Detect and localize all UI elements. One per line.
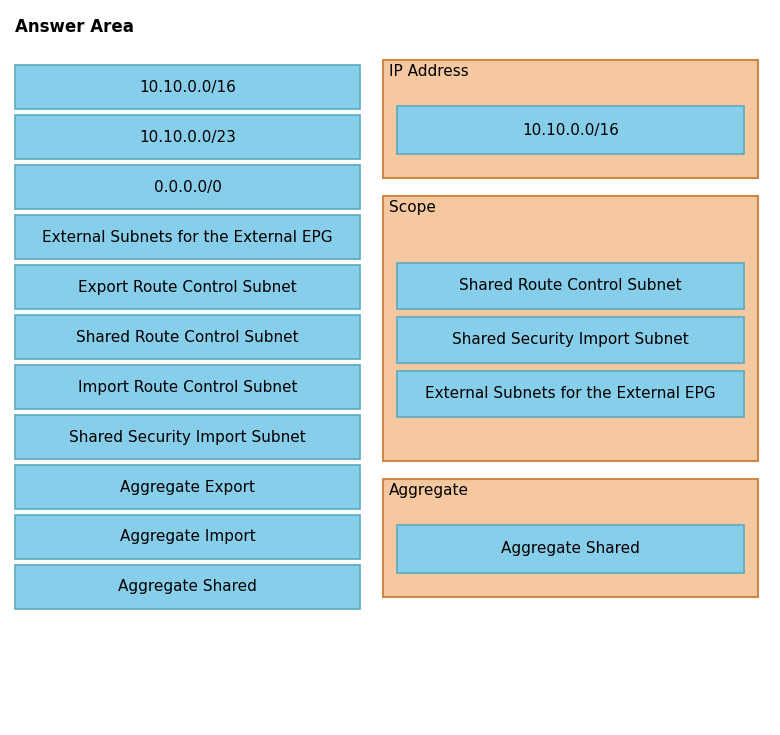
Text: Import Route Control Subnet: Import Route Control Subnet (78, 379, 297, 395)
FancyBboxPatch shape (15, 465, 360, 509)
Text: 10.10.0.0/23: 10.10.0.0/23 (139, 129, 236, 145)
Text: Shared Route Control Subnet: Shared Route Control Subnet (459, 278, 682, 293)
Text: Aggregate Import: Aggregate Import (119, 529, 255, 545)
FancyBboxPatch shape (15, 215, 360, 259)
FancyBboxPatch shape (15, 415, 360, 459)
Text: Aggregate Shared: Aggregate Shared (118, 579, 257, 595)
FancyBboxPatch shape (15, 165, 360, 209)
FancyBboxPatch shape (15, 65, 360, 109)
FancyBboxPatch shape (397, 106, 744, 154)
FancyBboxPatch shape (397, 525, 744, 573)
FancyBboxPatch shape (397, 370, 744, 417)
Text: External Subnets for the External EPG: External Subnets for the External EPG (425, 386, 716, 401)
Text: Shared Security Import Subnet: Shared Security Import Subnet (69, 429, 306, 445)
Text: 10.10.0.0/16: 10.10.0.0/16 (522, 123, 619, 137)
FancyBboxPatch shape (383, 479, 758, 597)
Text: Export Route Control Subnet: Export Route Control Subnet (78, 279, 297, 295)
FancyBboxPatch shape (15, 115, 360, 159)
Text: 0.0.0.0/0: 0.0.0.0/0 (154, 179, 222, 195)
FancyBboxPatch shape (383, 60, 758, 178)
FancyBboxPatch shape (15, 515, 360, 559)
FancyBboxPatch shape (397, 262, 744, 309)
FancyBboxPatch shape (15, 365, 360, 409)
Text: Aggregate Shared: Aggregate Shared (501, 542, 640, 556)
FancyBboxPatch shape (397, 317, 744, 362)
FancyBboxPatch shape (15, 315, 360, 359)
Text: Answer Area: Answer Area (15, 18, 134, 36)
Text: Shared Route Control Subnet: Shared Route Control Subnet (76, 329, 299, 345)
Text: 10.10.0.0/16: 10.10.0.0/16 (139, 79, 236, 95)
Text: Scope: Scope (389, 200, 436, 215)
FancyBboxPatch shape (383, 196, 758, 461)
Text: IP Address: IP Address (389, 64, 469, 79)
FancyBboxPatch shape (15, 265, 360, 309)
Text: External Subnets for the External EPG: External Subnets for the External EPG (42, 229, 333, 245)
FancyBboxPatch shape (15, 565, 360, 609)
Text: Aggregate Export: Aggregate Export (120, 479, 255, 495)
Text: Aggregate: Aggregate (389, 483, 469, 498)
Text: Shared Security Import Subnet: Shared Security Import Subnet (452, 332, 689, 347)
